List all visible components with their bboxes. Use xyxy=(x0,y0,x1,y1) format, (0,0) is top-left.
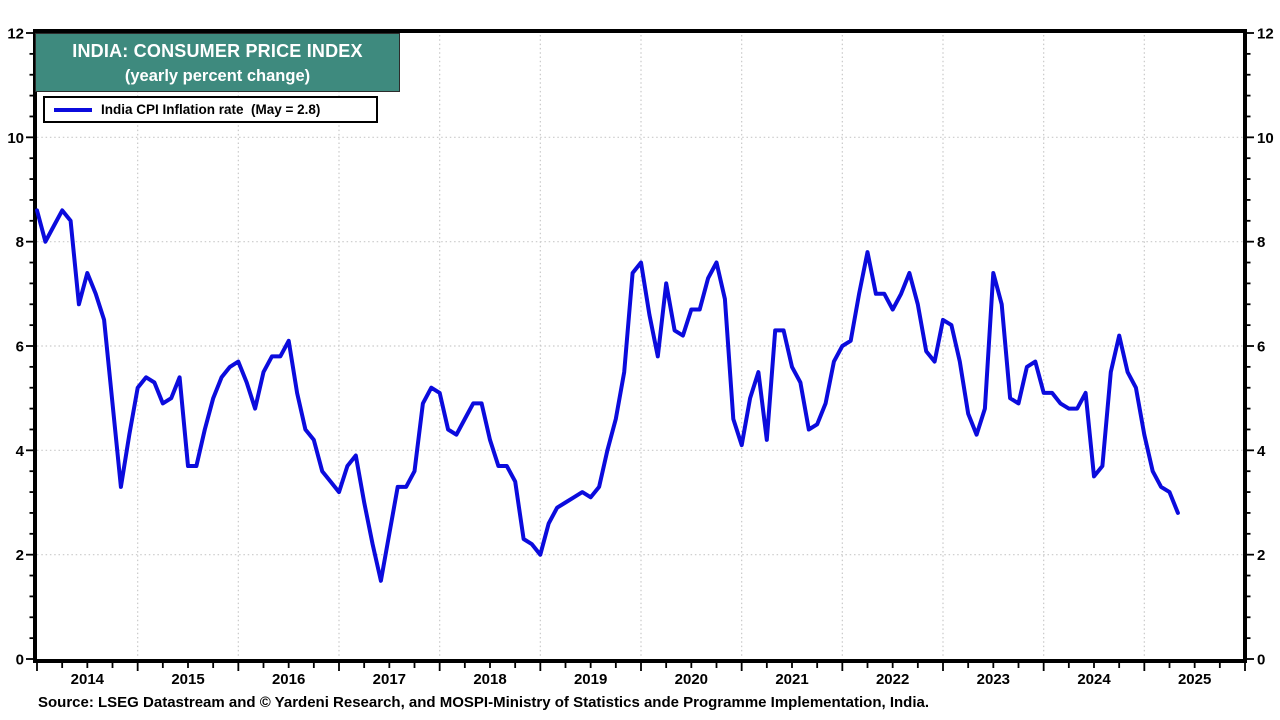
legend-line-swatch xyxy=(54,107,92,112)
y-axis-tick-label: 6 xyxy=(1257,339,1265,356)
y-axis-tick-label: 12 xyxy=(7,26,24,43)
x-axis-tick-label: 2020 xyxy=(675,671,708,688)
y-axis-tick-label: 2 xyxy=(1257,547,1265,564)
x-axis-tick-label: 2024 xyxy=(1077,671,1111,688)
x-axis-tick-label: 2023 xyxy=(977,671,1010,688)
y-axis-tick-label: 0 xyxy=(1257,652,1265,669)
x-axis-tick-label: 2016 xyxy=(272,671,305,688)
y-axis-tick-label: 6 xyxy=(16,339,24,356)
chart-subtitle: (yearly percent change) xyxy=(124,67,311,85)
y-axis-tick-label: 8 xyxy=(16,234,24,251)
legend-label: India CPI Inflation rate (May = 2.8) xyxy=(101,102,321,117)
source-attribution: Source: LSEG Datastream and © Yardeni Re… xyxy=(38,694,930,711)
y-axis-tick-label: 10 xyxy=(1257,130,1274,147)
x-axis-tick-label: 2022 xyxy=(876,671,909,688)
legend: India CPI Inflation rate (May = 2.8) xyxy=(43,96,378,123)
chart-title-box: INDIA: CONSUMER PRICE INDEX (yearly perc… xyxy=(35,33,400,92)
x-axis-tick-label: 2015 xyxy=(171,671,204,688)
y-axis-tick-label: 0 xyxy=(16,652,24,669)
x-axis-tick-label: 2021 xyxy=(775,671,808,688)
y-axis-tick-label: 4 xyxy=(1257,443,1266,460)
y-axis-tick-label: 10 xyxy=(7,130,24,147)
y-axis-tick-label: 2 xyxy=(16,547,24,564)
x-axis-tick-label: 2018 xyxy=(473,671,506,688)
x-axis-tick-label: 2025 xyxy=(1178,671,1211,688)
y-axis-tick-label: 8 xyxy=(1257,234,1265,251)
y-axis-tick-label: 12 xyxy=(1257,26,1274,43)
plot-border xyxy=(33,29,1247,663)
x-axis-tick-label: 2014 xyxy=(71,671,105,688)
chart-title: INDIA: CONSUMER PRICE INDEX xyxy=(72,41,363,61)
x-axis-tick-label: 2019 xyxy=(574,671,607,688)
inflation-line xyxy=(35,208,1180,583)
x-axis-tick-label: 2017 xyxy=(373,671,406,688)
y-axis-tick-label: 4 xyxy=(16,443,25,460)
